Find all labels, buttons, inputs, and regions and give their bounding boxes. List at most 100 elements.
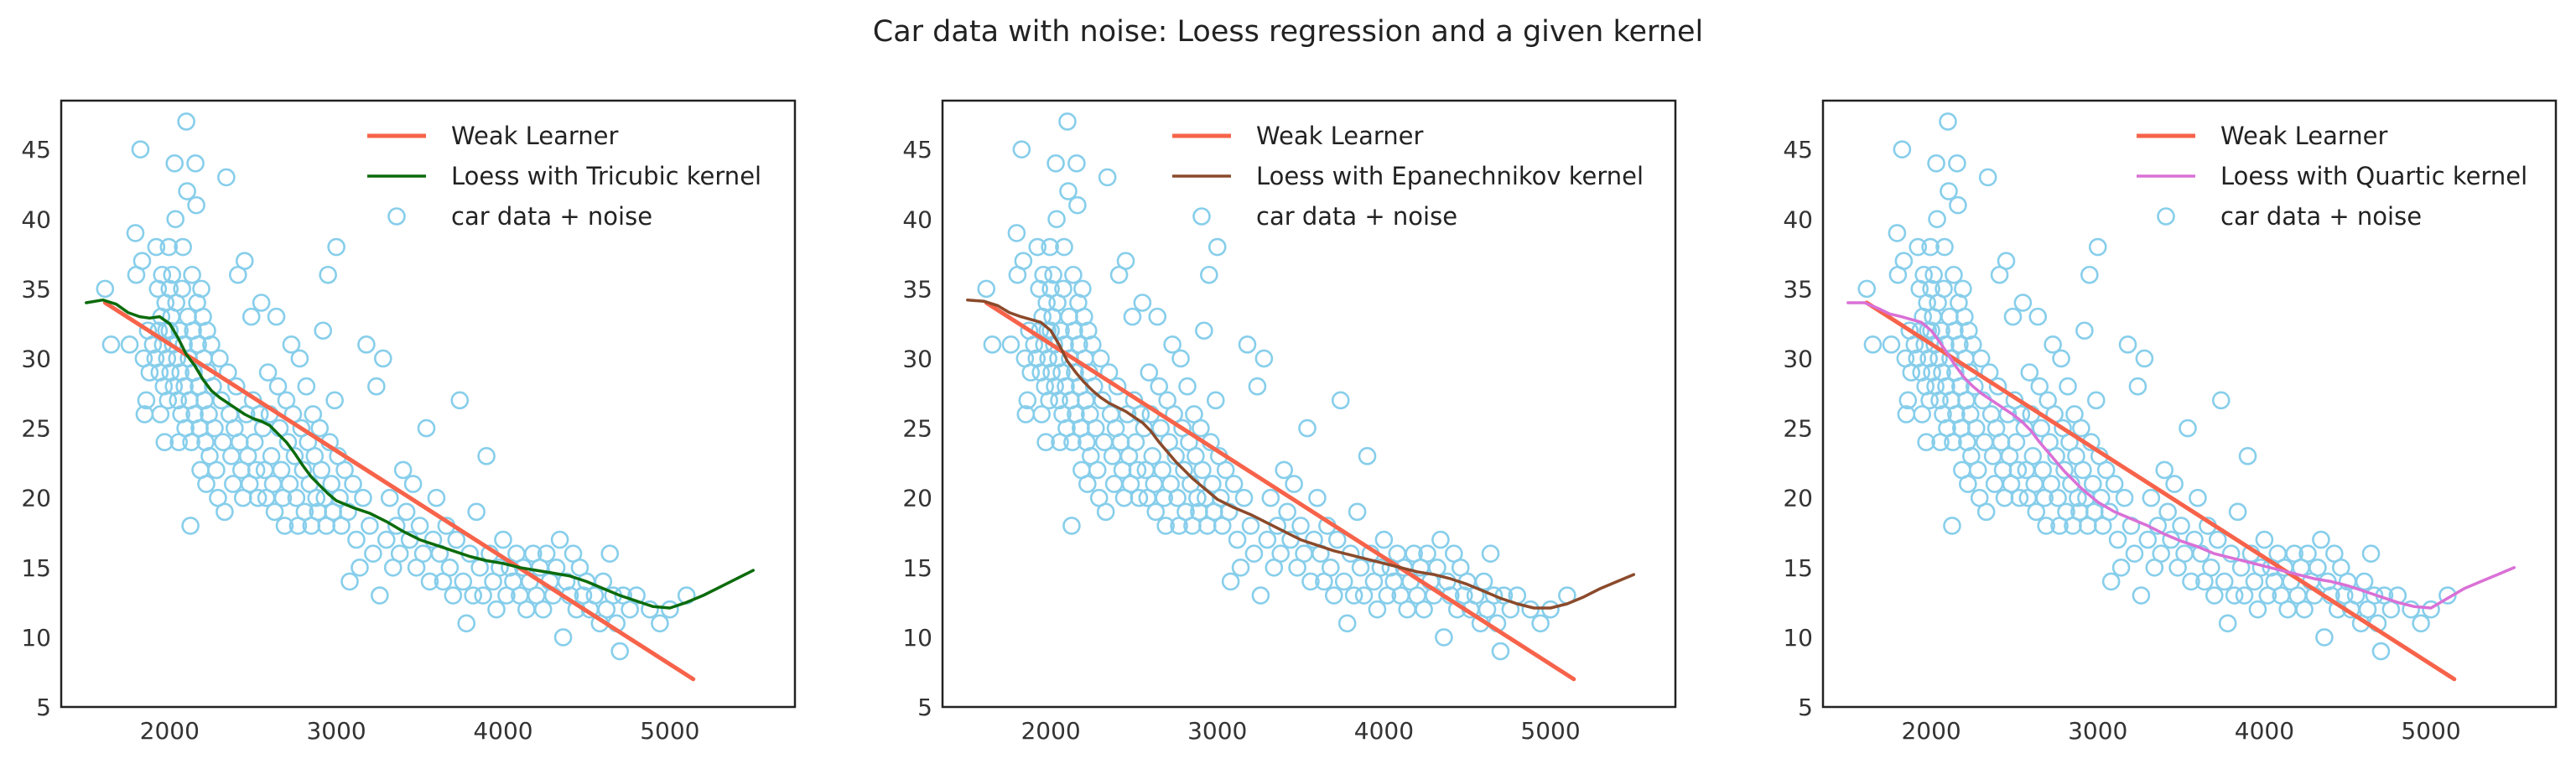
scatter-point [1068, 195, 1087, 215]
scatter-point [397, 502, 416, 522]
scatter-point [2182, 572, 2200, 591]
y-tick-label: 30 [21, 345, 51, 372]
scatter-point [2101, 572, 2121, 591]
scatter-point [147, 237, 166, 257]
scatter-point [2044, 335, 2062, 354]
legend-label: car data + noise [451, 202, 652, 231]
scatter-point [1055, 237, 1073, 257]
y-tick-label: 40 [1783, 205, 1813, 233]
scatter-point [977, 279, 996, 299]
scatter-point [610, 642, 629, 661]
scatter-point [217, 168, 236, 187]
scatter-point [2027, 502, 2046, 522]
scatter-point [1012, 140, 1031, 159]
y-tick-label: 45 [1783, 136, 1813, 164]
legend-label: car data + noise [2220, 202, 2422, 231]
legend-marker-swatch [2157, 207, 2175, 226]
y-tick-label: 35 [21, 275, 51, 303]
scatter-point [390, 544, 409, 563]
scatter-point [155, 433, 174, 452]
scatter-point [1888, 224, 1907, 242]
y-tick-label: 45 [902, 136, 932, 164]
scatter-point [1971, 349, 1991, 368]
scatter-point [1924, 265, 1943, 284]
y-tick-label: 5 [917, 694, 932, 721]
scatter-point [1234, 488, 1254, 507]
scatter-point [450, 391, 470, 410]
y-tick-label: 20 [902, 485, 932, 512]
scatter-point [547, 558, 566, 577]
scatter-point [1531, 614, 1550, 633]
scatter-point [2142, 488, 2161, 507]
scatter-point [1939, 112, 1957, 131]
scatter-point [1208, 237, 1227, 257]
scatter-point [245, 433, 264, 452]
scatter-point [2069, 488, 2087, 507]
scatter-point [1041, 321, 1060, 340]
x-tick-label: 2000 [1901, 717, 1961, 745]
scatter-point [2278, 600, 2297, 619]
scatter-point [585, 586, 605, 605]
scatter-point [641, 600, 659, 619]
legend: Weak Learner Loess with Tricubic kernel ca… [367, 122, 761, 231]
scatter-point [1128, 460, 1147, 480]
scatter-point [2248, 600, 2267, 619]
scatter-point [1216, 460, 1235, 480]
scatter-point [1251, 586, 1270, 605]
scatter-point [1195, 321, 1213, 340]
scatter-point [1898, 391, 1918, 410]
x-tick-label: 3000 [1187, 717, 1247, 745]
scatter-point [1298, 418, 1317, 438]
scatter-point [166, 210, 185, 229]
scatter-point [1927, 153, 1945, 173]
scatter-point [413, 544, 433, 563]
scatter-point [177, 112, 195, 131]
x-tick-label: 4000 [2235, 717, 2294, 745]
scatter-point [2221, 544, 2241, 563]
scatter-point [248, 488, 267, 507]
scatter-point [2165, 475, 2184, 493]
scatter-point [314, 321, 333, 340]
scatter-point [2179, 418, 2197, 438]
scatter-point [2211, 391, 2231, 410]
scatter-point [1940, 182, 1958, 200]
scatter-point [267, 307, 286, 326]
scatter-point [2074, 460, 2092, 480]
scatter-point [1200, 265, 1218, 284]
scatter-point [2438, 586, 2457, 605]
scatter-point [101, 335, 121, 354]
scatter-point [367, 377, 386, 396]
scatter-point [1271, 544, 1291, 563]
scatter-point [1211, 488, 1230, 507]
scatter-point [2355, 572, 2374, 591]
scatter-point [2412, 614, 2430, 633]
y-tick-label: 15 [902, 554, 932, 582]
scatter-point [2052, 349, 2070, 368]
scatter-point [477, 447, 496, 465]
scatter-point [1007, 224, 1026, 242]
scatter-point [1968, 460, 1987, 480]
scatter-point [1248, 377, 1267, 396]
scatter-point [1231, 558, 1250, 577]
y-tick-label: 5 [1798, 694, 1813, 721]
scatter-point [131, 140, 150, 159]
scatter-point [1146, 502, 1166, 522]
scatter-point [600, 544, 620, 563]
scatter-point [553, 628, 573, 647]
scatter-point [1086, 418, 1105, 438]
scatter-point [470, 558, 489, 577]
scatter-point [182, 433, 200, 452]
scatter-point [1944, 433, 1962, 452]
scatter-point [2030, 377, 2049, 396]
scatter-point [2111, 558, 2131, 577]
scatter-point [1228, 530, 1247, 549]
scatter-point [1978, 168, 1997, 187]
scatter-point [1093, 391, 1112, 410]
y-tick-label: 10 [902, 624, 932, 652]
weak-learner-line [984, 300, 1576, 682]
scatter-point [325, 391, 344, 410]
scatter-point [275, 517, 294, 535]
scatter-point [1331, 391, 1350, 410]
y-tick-label: 30 [1783, 345, 1813, 372]
